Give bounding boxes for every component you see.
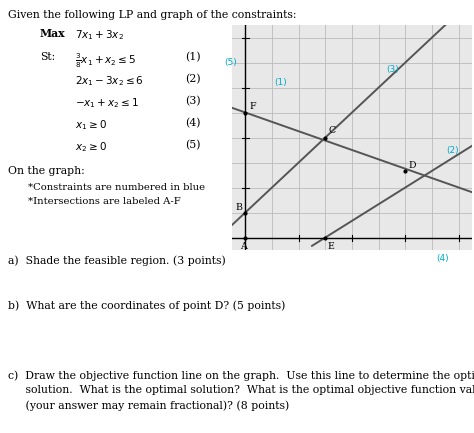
- Text: $x_2 \geq 0$: $x_2 \geq 0$: [75, 140, 107, 154]
- Text: $7x_1 + 3x_2$: $7x_1 + 3x_2$: [75, 28, 124, 42]
- Text: (4): (4): [185, 118, 201, 128]
- Text: *Intersections are labeled A-F: *Intersections are labeled A-F: [28, 197, 181, 206]
- Text: Max: Max: [40, 28, 65, 39]
- Text: b)  What are the coordinates of point D? (5 points): b) What are the coordinates of point D? …: [8, 300, 285, 310]
- Text: a)  Shade the feasible region. (3 points): a) Shade the feasible region. (3 points): [8, 255, 226, 265]
- Text: (5): (5): [185, 140, 201, 150]
- Text: (2): (2): [185, 74, 201, 84]
- Text: $-x_1 + x_2 \leq 1$: $-x_1 + x_2 \leq 1$: [75, 96, 139, 110]
- Text: F: F: [249, 102, 256, 111]
- Text: (2): (2): [447, 146, 459, 155]
- Text: c)  Draw the objective function line on the graph.  Use this line to determine t: c) Draw the objective function line on t…: [8, 370, 474, 411]
- Text: Given the following LP and graph of the constraints:: Given the following LP and graph of the …: [8, 10, 297, 20]
- Text: (3): (3): [185, 96, 201, 107]
- Text: (1): (1): [185, 52, 201, 62]
- Text: On the graph:: On the graph:: [8, 166, 85, 176]
- Text: (4): (4): [437, 254, 449, 263]
- Text: $\frac{3}{8}x_1 + x_2 \leq 5$: $\frac{3}{8}x_1 + x_2 \leq 5$: [75, 52, 136, 71]
- Text: D: D: [409, 161, 416, 170]
- Text: C: C: [328, 126, 336, 135]
- Text: St:: St:: [40, 52, 55, 62]
- Text: A: A: [241, 242, 247, 251]
- Text: $2x_1 - 3x_2 \leq 6$: $2x_1 - 3x_2 \leq 6$: [75, 74, 144, 88]
- Text: (3): (3): [387, 65, 400, 74]
- Text: $x_1 \geq 0$: $x_1 \geq 0$: [75, 118, 107, 132]
- Text: *Constraints are numbered in blue: *Constraints are numbered in blue: [28, 183, 205, 192]
- Text: E: E: [328, 242, 335, 251]
- Text: B: B: [236, 204, 243, 213]
- Text: (5): (5): [224, 58, 237, 67]
- Text: (1): (1): [274, 78, 287, 87]
